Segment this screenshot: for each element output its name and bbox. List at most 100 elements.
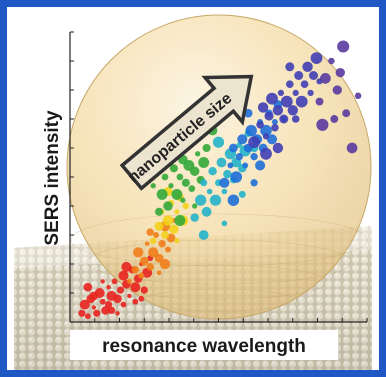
- data-point: [237, 134, 248, 145]
- data-point: [174, 209, 180, 215]
- data-point: [346, 142, 358, 154]
- data-point: [201, 206, 212, 217]
- data-point: [272, 142, 284, 154]
- data-point: [150, 183, 156, 189]
- data-point: [127, 293, 132, 299]
- data-point: [130, 282, 141, 293]
- data-point: [264, 111, 274, 121]
- data-point: [111, 278, 118, 285]
- scatter-points: [78, 40, 362, 320]
- data-point: [189, 166, 200, 176]
- data-point: [208, 167, 217, 176]
- data-point: [216, 157, 227, 168]
- data-point: [295, 95, 308, 108]
- data-point: [330, 115, 339, 123]
- data-point: [154, 221, 164, 231]
- data-point: [181, 178, 190, 187]
- data-point: [245, 124, 257, 137]
- data-point: [256, 121, 264, 129]
- data-point: [171, 188, 183, 200]
- data-point: [198, 230, 209, 240]
- data-point: [163, 201, 173, 211]
- data-point: [230, 171, 243, 183]
- sphere-grid: [70, 213, 368, 312]
- sphere: [67, 15, 371, 319]
- data-point: [272, 105, 284, 116]
- data-point: [158, 239, 166, 248]
- data-point: [132, 298, 139, 305]
- data-point: [101, 306, 110, 315]
- data-point: [168, 183, 174, 189]
- data-point: [131, 266, 140, 274]
- data-point: [156, 270, 162, 276]
- data-point: [100, 279, 105, 284]
- data-point: [209, 194, 222, 206]
- data-point: [248, 136, 260, 149]
- data-point: [227, 194, 240, 206]
- data-point: [285, 62, 295, 72]
- data-point: [212, 136, 225, 148]
- data-point: [162, 215, 174, 226]
- data-point: [238, 190, 246, 198]
- data-point: [229, 143, 238, 153]
- data-point: [140, 286, 148, 294]
- data-point: [242, 162, 249, 169]
- data-point: [307, 89, 314, 96]
- data-point: [99, 298, 106, 305]
- data-point: [120, 301, 127, 308]
- data-point: [155, 207, 164, 216]
- data-point: [91, 305, 97, 310]
- data-point: [188, 185, 196, 192]
- data-point: [138, 272, 145, 279]
- data-point: [294, 71, 304, 80]
- data-point: [257, 102, 269, 113]
- data-point: [139, 256, 149, 266]
- data-point: [271, 118, 278, 125]
- data-point: [195, 194, 207, 206]
- data-point: [159, 258, 171, 270]
- data-point: [227, 162, 234, 169]
- data-point: [221, 188, 228, 195]
- data-point: [292, 89, 299, 96]
- data-point: [78, 309, 86, 317]
- data-point: [153, 231, 160, 239]
- data-point: [235, 153, 243, 161]
- data-point: [200, 179, 208, 187]
- data-point: [105, 301, 113, 309]
- data-point: [106, 285, 111, 290]
- axis-ticks: [69, 31, 368, 323]
- data-point: [310, 52, 323, 64]
- data-point: [180, 197, 186, 203]
- data-point: [116, 286, 125, 294]
- arrow-shape: [119, 74, 254, 191]
- data-point: [250, 153, 258, 161]
- data-point: [195, 151, 201, 157]
- data-point: [148, 247, 159, 258]
- data-point: [255, 160, 266, 171]
- data-point: [219, 177, 230, 188]
- data-point: [337, 40, 350, 53]
- data-point: [161, 173, 169, 181]
- data-point: [192, 203, 198, 209]
- data-point: [309, 71, 318, 80]
- data-point: [150, 237, 157, 244]
- data-point: [287, 105, 298, 116]
- data-point: [84, 313, 91, 320]
- data-point: [164, 246, 172, 253]
- data-point: [118, 270, 129, 281]
- data-point: [115, 311, 120, 316]
- data-point: [182, 202, 189, 210]
- data-point: [291, 115, 300, 123]
- data-point: [156, 188, 168, 200]
- x-axis-title: resonance wavelength: [102, 336, 306, 357]
- data-point: [260, 124, 272, 137]
- data-point: [342, 109, 351, 118]
- data-point: [174, 215, 186, 226]
- data-point: [279, 114, 289, 124]
- data-point: [202, 143, 211, 153]
- data-point: [113, 294, 122, 304]
- data-point: [266, 92, 278, 105]
- data-point: [198, 157, 210, 168]
- data-point: [127, 279, 132, 284]
